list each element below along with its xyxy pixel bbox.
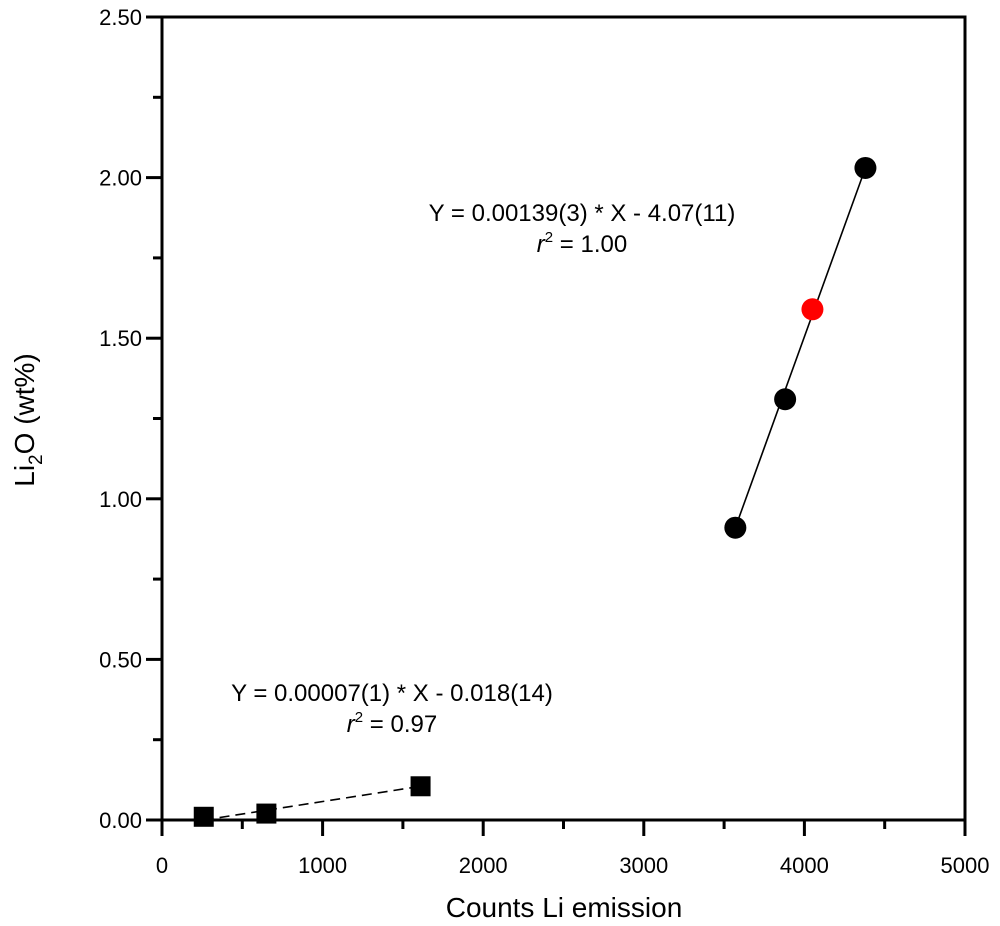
data-point-circle [774, 388, 797, 411]
y-axis-title-subscript: 2 [26, 454, 47, 465]
x-axis-title: Counts Li emission [446, 892, 683, 923]
fit-lines [203, 167, 867, 821]
x-tick-label: 2000 [459, 853, 508, 878]
r2-exponent: 2 [545, 229, 553, 246]
fit-line-dashed [203, 785, 421, 821]
data-point-square [256, 803, 277, 824]
data-point-circle [854, 156, 877, 179]
x-tick-label: 1000 [298, 853, 347, 878]
x-tick-label: 4000 [780, 853, 829, 878]
fit-r2-lower: r2 = 0.97 [347, 709, 437, 738]
r2-symbol: r [347, 711, 356, 738]
fit-line-solid [734, 167, 867, 528]
r2-value: = 0.97 [363, 711, 437, 738]
x-tick-label: 0 [156, 853, 168, 878]
fit-equation-upper: Y = 0.00139(3) * X - 4.07(11) [429, 200, 736, 227]
r2-exponent: 2 [355, 709, 363, 726]
y-axis-title-rest: O (wt%) [9, 353, 40, 454]
y-axis-title: Li2O (wt%) [9, 353, 47, 486]
data-point-red [801, 298, 824, 321]
data-markers [193, 156, 877, 827]
y-tick-label: 2.00 [99, 166, 142, 191]
y-axis-title-main: Li [9, 465, 40, 487]
fit-equation-lower: Y = 0.00007(1) * X - 0.018(14) [231, 680, 553, 707]
fit-r2-upper: r2 = 1.00 [537, 229, 627, 258]
data-point-square [193, 806, 214, 827]
r2-symbol: r [537, 231, 546, 258]
x-tick-label: 5000 [941, 853, 990, 878]
x-tick-label: 3000 [619, 853, 668, 878]
y-tick-label: 0.00 [99, 808, 142, 833]
y-tick-label: 2.50 [99, 5, 142, 30]
y-tick-label: 0.50 [99, 647, 142, 672]
data-point-square [410, 776, 431, 797]
r2-value: = 1.00 [553, 231, 627, 258]
axes: 0 1000 2000 3000 4000 5000 0.00 0.50 1.00 1.50 2.0… [99, 5, 989, 878]
y-tick-label: 1.50 [99, 326, 142, 351]
data-point-circle [724, 516, 747, 539]
y-tick-label: 1.00 [99, 487, 142, 512]
